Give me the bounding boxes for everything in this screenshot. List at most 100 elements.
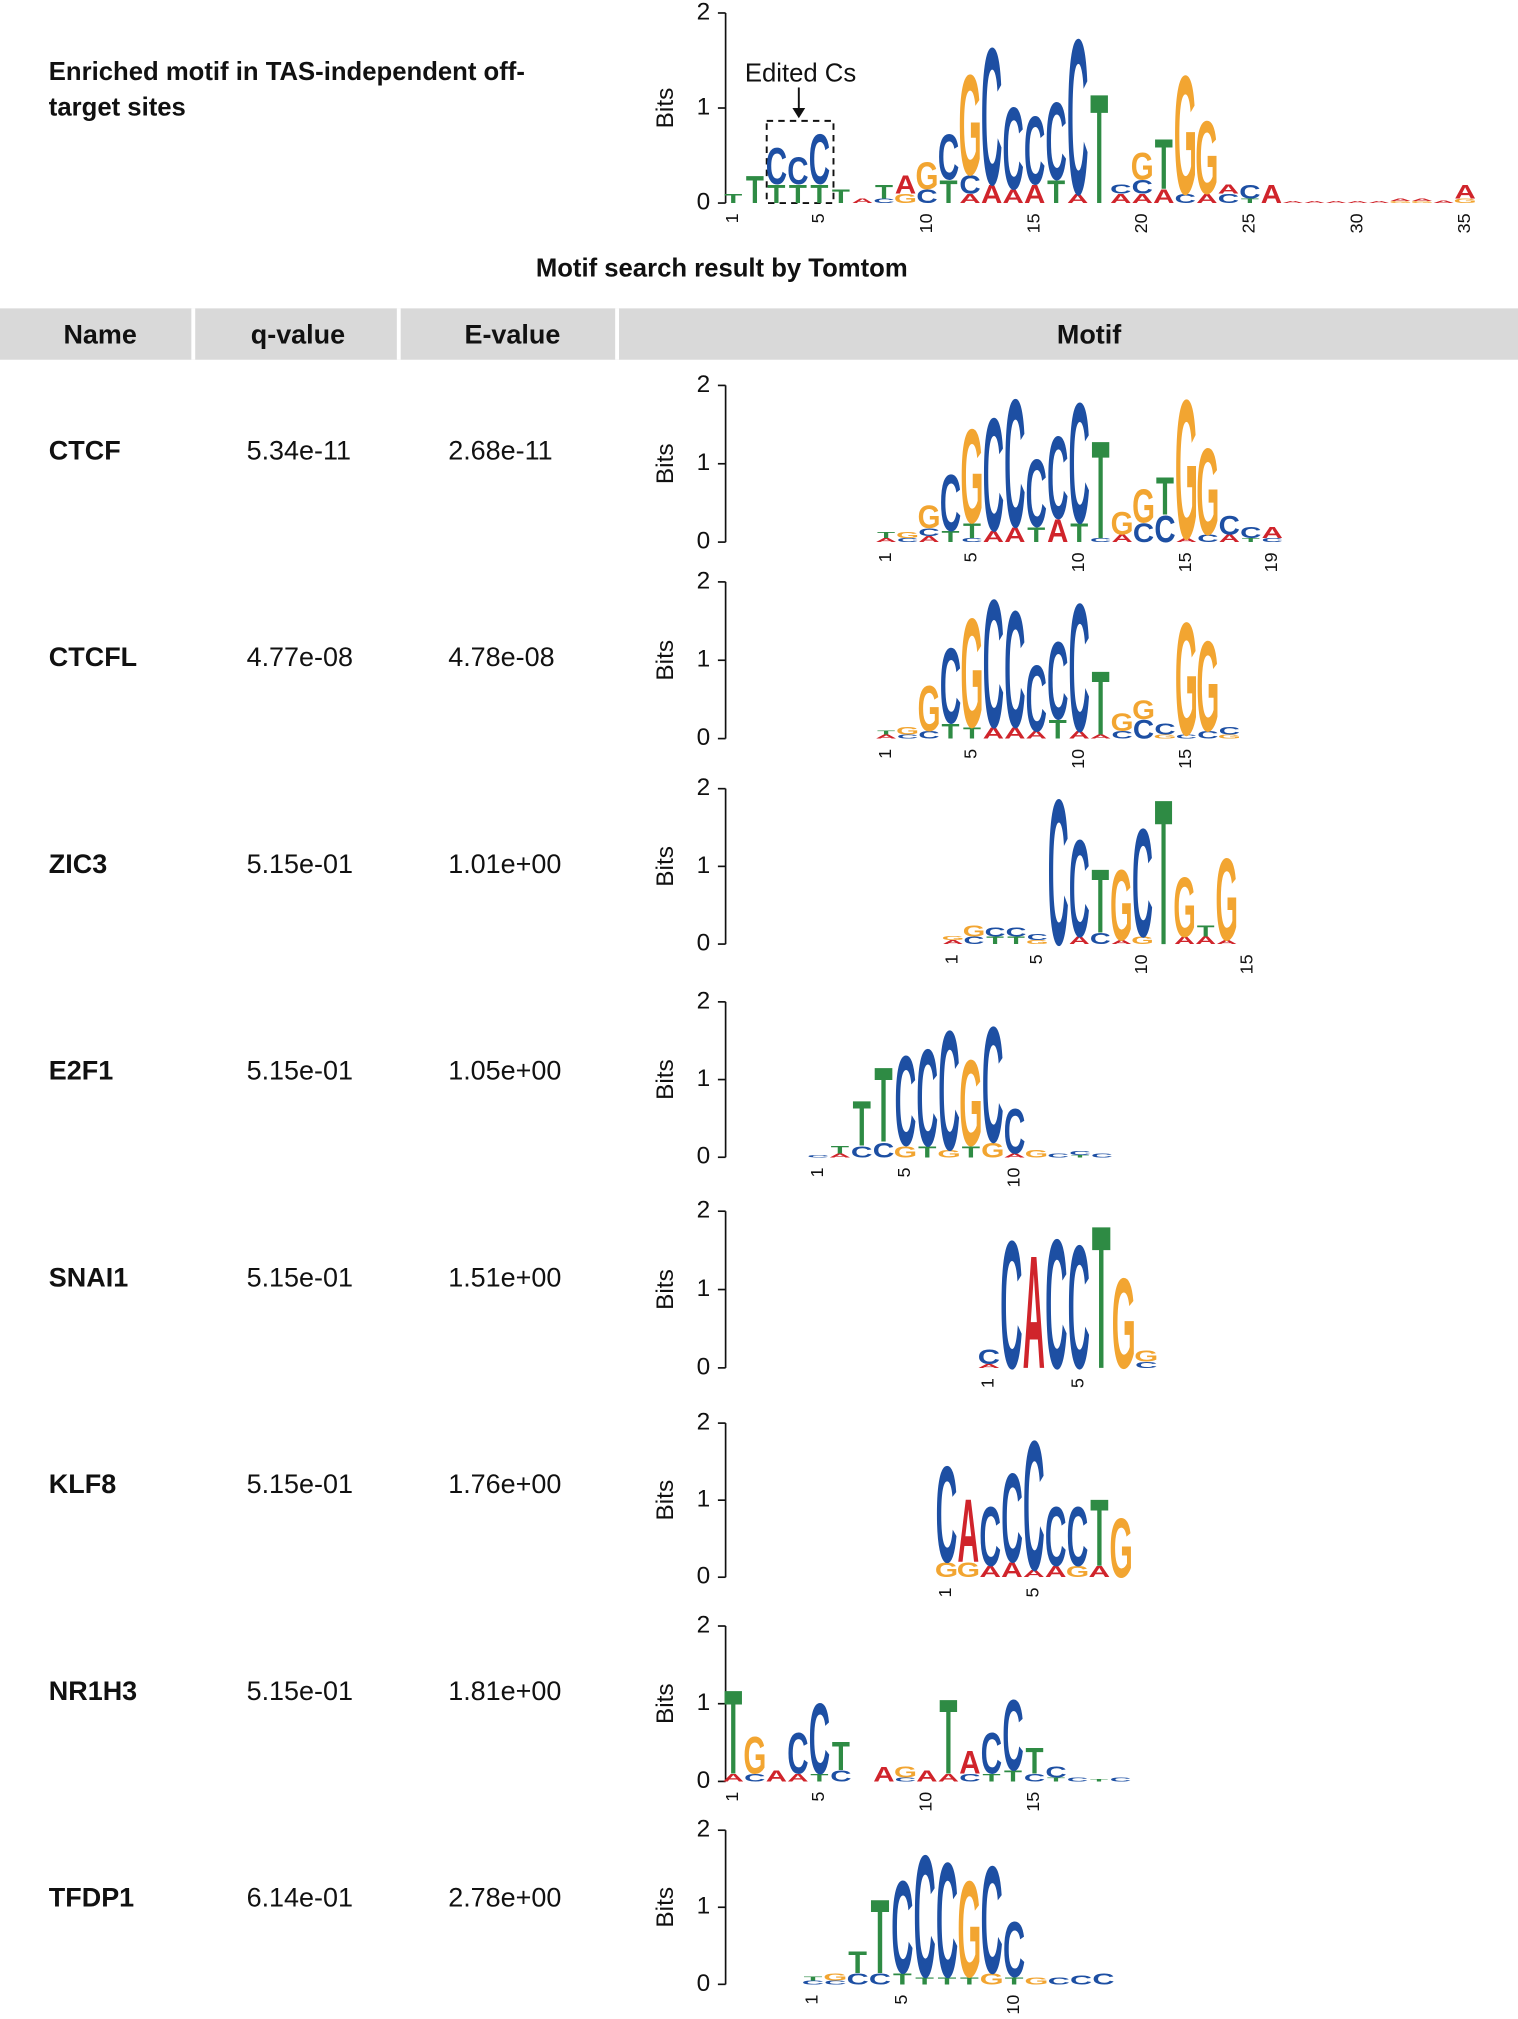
header-separator: [615, 308, 620, 360]
y-axis-label: Bits: [652, 443, 679, 484]
logo-letter: C: [978, 1345, 1000, 1369]
logo-letter: A: [1262, 525, 1283, 543]
logo-letter: A: [829, 1153, 851, 1159]
x-tick-label: 5: [961, 552, 981, 562]
logo-letter: C: [895, 1030, 917, 1173]
title-wrap: Enriched motif in TAS-independent off-ta…: [49, 58, 525, 122]
logo-letter: C: [1045, 1202, 1067, 1408]
logo-letter: C: [1047, 1153, 1069, 1159]
y-tick-label: 1: [697, 852, 711, 879]
logo-letter: C: [1110, 1777, 1131, 1783]
logo-letter: C: [1133, 518, 1154, 548]
logo-letter: G: [894, 1764, 917, 1782]
logo-letter: A: [1411, 198, 1432, 202]
logo-letter: C: [979, 1491, 1001, 1584]
logo-letter: C: [985, 925, 1006, 939]
e-value: 2.68e-11: [448, 435, 552, 465]
logo-letter: C: [959, 170, 980, 199]
logo-letter: G: [1110, 1503, 1133, 1596]
logo-letter: C: [1004, 1096, 1026, 1168]
x-tick-label: 20: [1131, 213, 1151, 233]
logo-letter: A: [1069, 729, 1090, 741]
row-name: TFDP1: [49, 1883, 134, 1913]
x-tick-label: 15: [1023, 213, 1043, 233]
logo-letter: C: [891, 1854, 913, 2001]
e-value: 2.78e+00: [448, 1883, 561, 1913]
e-value: 1.01e+00: [448, 849, 561, 879]
row-name: SNAI1: [49, 1262, 128, 1292]
x-tick-label: 10: [1003, 1995, 1023, 2014]
y-tick-label: 2: [697, 1611, 711, 1638]
logo-letter: C: [1091, 1153, 1113, 1159]
logo-letter: C: [873, 197, 894, 204]
logo-letter: T: [831, 1144, 850, 1156]
logo-letter: G: [1025, 1148, 1048, 1160]
x-tick-label: 1: [935, 1587, 955, 1597]
logo-letter: C: [809, 1681, 830, 1795]
logo-letter: G: [916, 155, 939, 198]
logo-letter: T: [874, 1045, 892, 1165]
logo-letter: G: [1111, 505, 1134, 542]
logo-letter: C: [766, 137, 787, 195]
logo-letter: C: [1092, 1971, 1114, 1989]
column-header: q-value: [251, 320, 345, 350]
logo-letter: C: [1135, 1360, 1157, 1369]
logo-letter: T: [1004, 1768, 1023, 1786]
q-value: 5.15e-01: [247, 1469, 353, 1499]
logo-letter: T: [963, 725, 982, 743]
logo-letter: G: [823, 1971, 847, 1983]
logo-letter: T: [871, 1879, 890, 1996]
logo-letter: C: [1175, 191, 1196, 206]
logo-letter: G: [935, 1559, 958, 1582]
logo-letter: A: [1219, 532, 1240, 544]
logo-letter: T: [986, 934, 1005, 946]
x-tick-label: 1: [722, 1792, 742, 1802]
logo-letter: A: [938, 1772, 959, 1784]
logo-letter: A: [1390, 198, 1411, 202]
logo-letter: A: [959, 191, 980, 206]
logo-letter: A: [766, 1768, 787, 1786]
logo-letter: T: [1092, 1183, 1111, 1411]
logo-letter: C: [873, 1138, 895, 1163]
logo-letter: A: [959, 1745, 980, 1781]
x-tick-label: 5: [894, 1168, 914, 1178]
x-tick-label: 5: [961, 749, 981, 759]
logo-letter: C: [1067, 0, 1088, 241]
logo-letter: C: [918, 729, 939, 741]
logo-letter: T: [724, 191, 742, 206]
logo-letter: G: [1110, 849, 1132, 962]
y-tick-label: 2: [697, 1197, 711, 1224]
logo-letter: C: [1048, 1975, 1070, 1987]
logo-letter: G: [959, 1034, 982, 1171]
y-axis-label: Bits: [652, 846, 679, 887]
logo-letter: C: [916, 1021, 938, 1176]
logo-letter: C: [1004, 578, 1025, 763]
logo-letter: C: [1004, 362, 1025, 566]
logo-letter: A: [1433, 200, 1454, 204]
y-axis-label: Bits: [652, 640, 679, 681]
logo-letter: T: [746, 169, 764, 212]
logo-letter: G: [1024, 1975, 1048, 1987]
y-tick-label: 1: [697, 93, 711, 120]
logo-letter: A: [983, 529, 1004, 547]
logo-letter: G: [1218, 734, 1241, 740]
logo-letter: A: [979, 1563, 1001, 1581]
x-tick-label: 19: [1261, 552, 1281, 572]
q-value: 5.15e-01: [247, 1262, 353, 1292]
logo-letter: T: [1242, 538, 1260, 544]
logo-letter: G: [981, 1138, 1004, 1163]
logo-letter: C: [897, 538, 918, 544]
logo-letter: C: [1045, 1491, 1067, 1584]
x-tick-label: 10: [1003, 1168, 1023, 1188]
logo-letter: A: [1282, 201, 1303, 204]
x-tick-label: 5: [1026, 954, 1046, 964]
logo-letter: C: [1048, 758, 1069, 989]
logo-letter: T: [877, 730, 895, 736]
logo-letter: C: [1069, 368, 1090, 560]
x-tick-label: 5: [808, 213, 828, 223]
y-tick-label: 2: [697, 371, 711, 398]
logo-letter: C: [981, 1835, 1003, 2006]
logo-letter: A: [1069, 934, 1090, 946]
row-name: NR1H3: [49, 1676, 137, 1706]
x-tick-label: 25: [1239, 213, 1259, 233]
